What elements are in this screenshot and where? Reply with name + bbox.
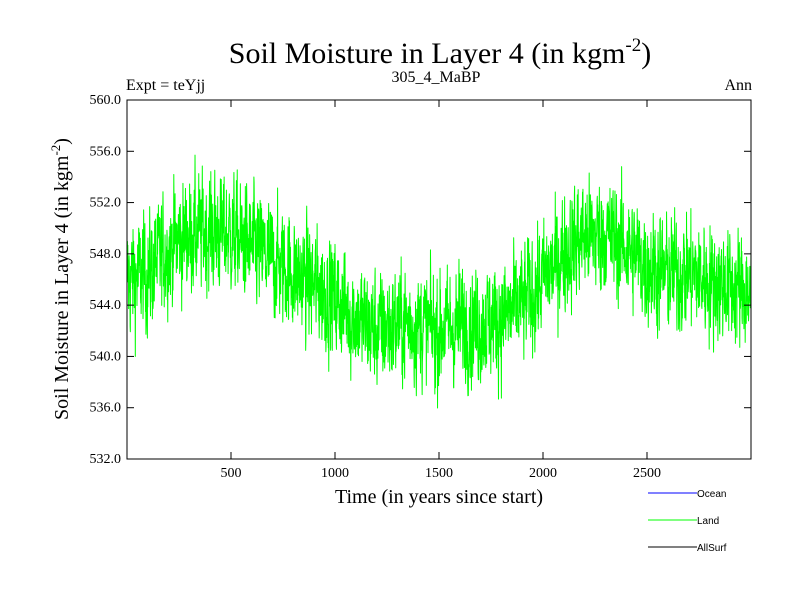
experiment-label: Expt = teYjj	[126, 77, 205, 94]
season-label: Ann	[724, 77, 752, 94]
legend-item-land: Land	[648, 516, 719, 527]
chart-title-main: Soil Moisture in Layer 4 (in kgm	[229, 37, 626, 70]
x-axis-ticks: 500 1000 1500 2000 2500	[221, 100, 661, 481]
run-label: 305_4_MaBP	[392, 69, 481, 86]
x-tick-label: 2500	[633, 466, 661, 481]
x-tick-label: 500	[221, 466, 242, 481]
y-tick-label: 536.0	[90, 401, 122, 416]
legend: Ocean Land AllSurf	[648, 489, 727, 554]
chart-title-sup: -2	[625, 35, 641, 56]
y-tick-label: 540.0	[90, 349, 122, 364]
chart-title-close: )	[641, 37, 651, 70]
y-tick-label: 532.0	[90, 452, 122, 467]
y-tick-label: 556.0	[90, 144, 122, 159]
x-axis-label: Time (in years since start)	[335, 486, 543, 508]
chart-title: Soil Moisture in Layer 4 (in kgm-2)	[229, 35, 651, 70]
y-axis-label-sup: -2	[48, 145, 63, 156]
legend-item-allsurf: AllSurf	[648, 543, 727, 554]
y-tick-label: 552.0	[90, 196, 122, 211]
y-axis-label: Soil Moisture in Layer 4 (in kgm-2)	[48, 138, 73, 420]
x-tick-label: 1500	[425, 466, 453, 481]
y-axis-label-close: )	[51, 138, 73, 145]
y-tick-label: 548.0	[90, 247, 122, 262]
y-tick-label: 560.0	[90, 93, 122, 108]
legend-item-ocean: Ocean	[648, 489, 726, 500]
y-axis-label-main: Soil Moisture in Layer 4 (in kgm	[51, 155, 73, 420]
y-tick-label: 544.0	[90, 298, 122, 313]
land-series-line	[127, 154, 751, 409]
y-axis-ticks: 532.0 536.0 540.0 544.0 548.0 552.0 556.0 560.0	[90, 93, 751, 467]
legend-label-land: Land	[697, 516, 719, 527]
x-tick-label: 1000	[321, 466, 349, 481]
legend-label-allsurf: AllSurf	[697, 543, 727, 554]
x-tick-label: 2000	[529, 466, 557, 481]
legend-label-ocean: Ocean	[697, 489, 726, 500]
